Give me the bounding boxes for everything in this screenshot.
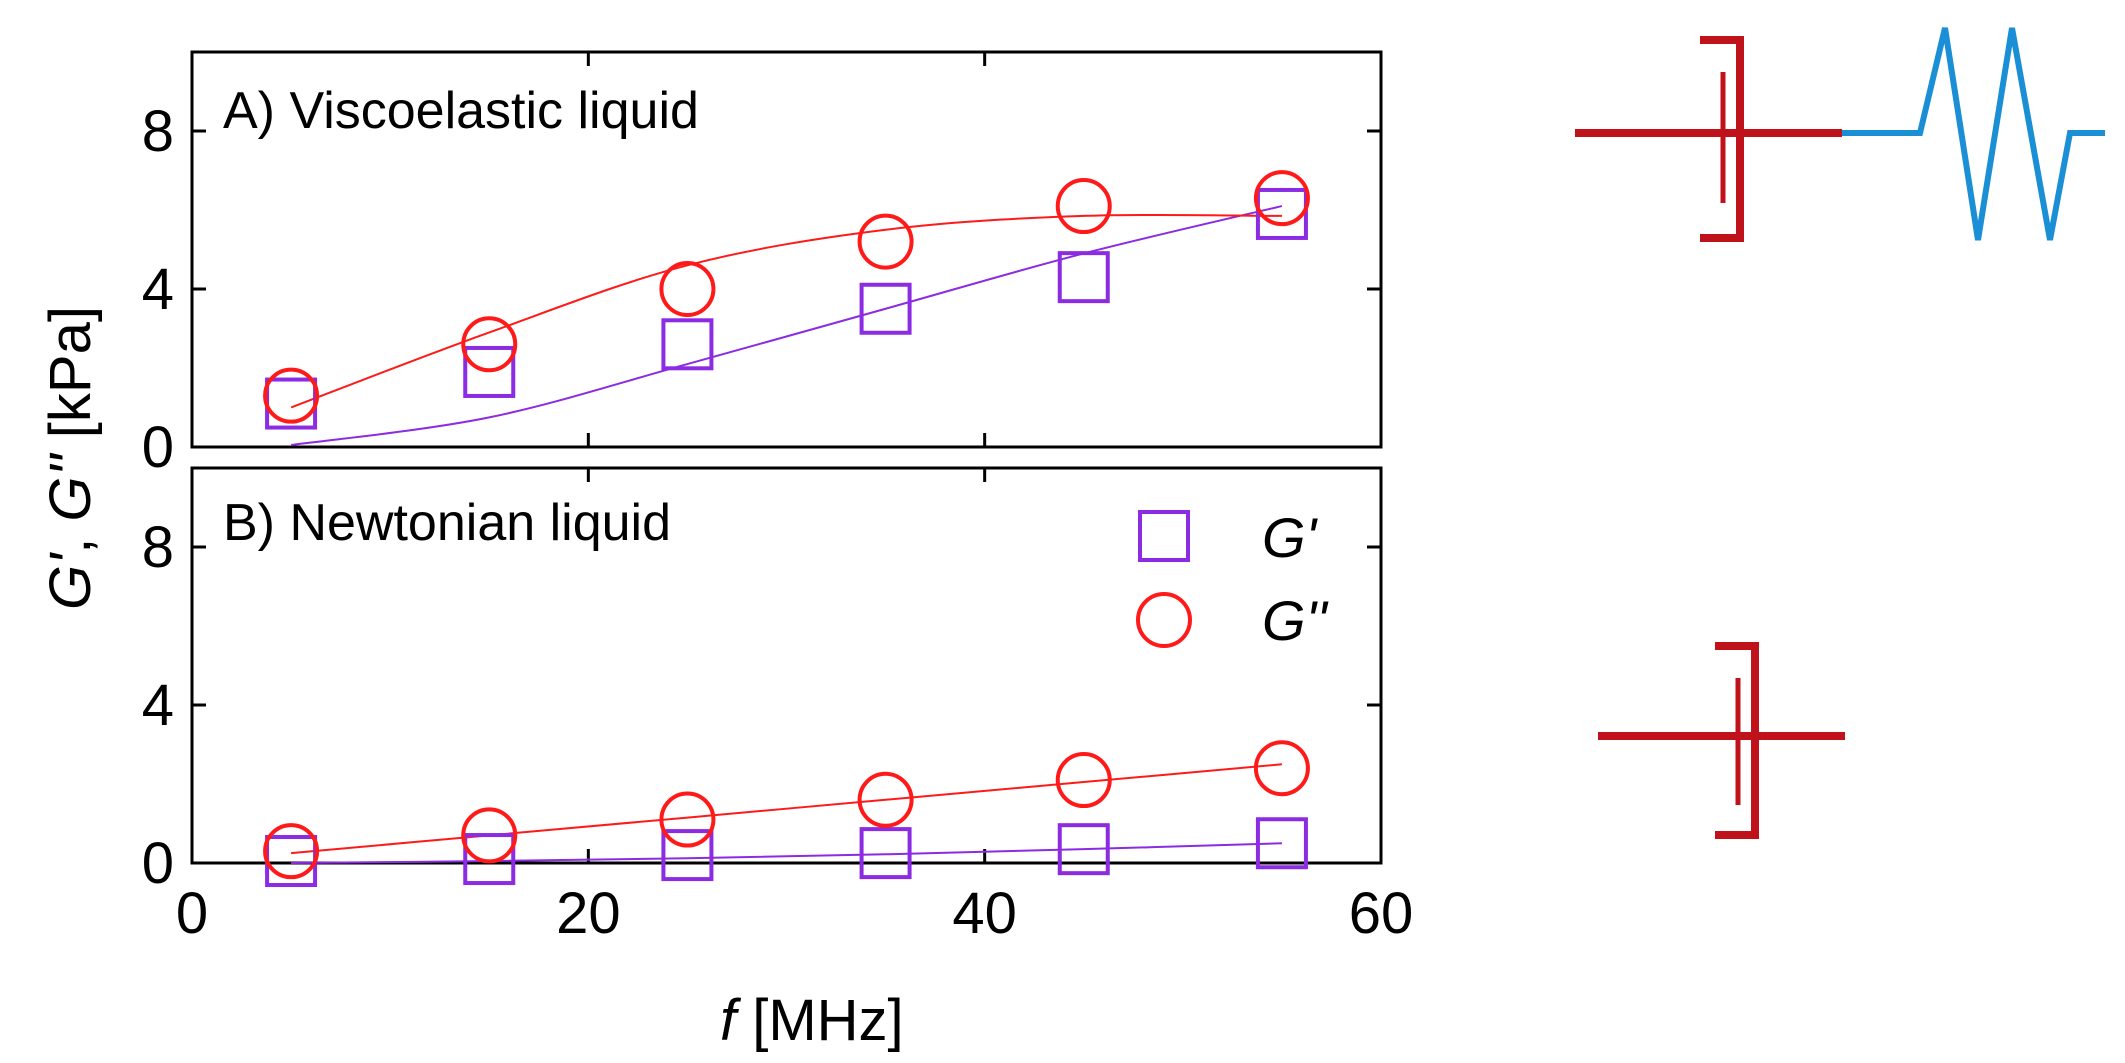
panel-a: 0 4 8 A) Viscoelastic liquid xyxy=(142,50,1383,480)
data-point-g-prime xyxy=(1057,823,1110,876)
data-point-g-double-prime xyxy=(1253,740,1310,797)
dashpot-icon xyxy=(1598,642,1845,839)
panel-b-fit-curve-g-prime xyxy=(291,842,1282,864)
data-point-g-prime xyxy=(463,345,516,398)
data-point-g-prime xyxy=(1255,817,1308,870)
x-tick-label: 60 xyxy=(1349,881,1414,946)
panel-b-frame xyxy=(190,466,1383,865)
legend-marker-g-prime xyxy=(1138,510,1190,562)
legend-label-g-double-prime: G'' xyxy=(1262,589,1329,652)
y-tick-label: 0 xyxy=(142,415,174,480)
data-point-g-double-prime xyxy=(659,791,716,848)
panel-a-fit-curve-g-prime xyxy=(290,205,1283,447)
panel-a-fit-curves xyxy=(290,205,1283,447)
dashpot-cylinder xyxy=(1700,36,1744,242)
y-tick-label: 4 xyxy=(142,257,174,322)
data-point-g-double-prime xyxy=(461,807,518,864)
data-point-g-prime xyxy=(463,833,516,886)
newtonian-model-diagram xyxy=(1598,642,1845,839)
data-point-g-prime xyxy=(1255,187,1308,240)
data-point-g-prime xyxy=(661,318,714,371)
panel-b: 0 4 8 0 20 40 60 B) Newtonian liquid xyxy=(142,466,1413,946)
dashpot-icon xyxy=(1575,36,1842,242)
y-tick-label: 8 xyxy=(142,515,174,580)
panel-b-fit-curve-g-double-prime xyxy=(290,763,1283,855)
x-axis-title-unit: [MHz] xyxy=(736,988,904,1053)
panel-b-ticks xyxy=(190,468,1383,865)
panel-a-label: A) Viscoelastic liquid xyxy=(223,82,699,140)
panel-a-fit-curve-g-double-prime xyxy=(290,213,1282,409)
data-point-g-prime xyxy=(661,829,714,882)
y-tick-label: 4 xyxy=(142,673,174,738)
panel-a-points xyxy=(263,170,1310,430)
panel-a-frame xyxy=(190,50,1383,449)
data-point-g-double-prime xyxy=(659,261,716,317)
panel-b-fit-curves xyxy=(290,763,1283,864)
data-point-g-double-prime xyxy=(263,823,320,880)
data-point-g-double-prime xyxy=(1055,178,1112,235)
x-axis-title: f [MHz] xyxy=(720,988,904,1053)
y-axis-title: G', G'' [kPa] xyxy=(38,306,103,610)
maxwell-model-diagram xyxy=(1575,27,2105,242)
data-point-g-double-prime xyxy=(1055,752,1112,809)
x-tick-label: 40 xyxy=(952,881,1017,946)
data-point-g-double-prime xyxy=(1253,170,1310,227)
dashpot-cylinder xyxy=(1715,642,1759,839)
data-point-g-double-prime xyxy=(263,367,320,424)
legend: G' G'' xyxy=(1136,506,1329,652)
panel-b-label: B) Newtonian liquid xyxy=(223,494,671,552)
y-tick-label: 0 xyxy=(142,831,174,896)
panel-b-points xyxy=(263,740,1310,888)
data-point-g-prime xyxy=(859,282,912,335)
data-point-g-double-prime xyxy=(857,771,914,828)
spring-icon xyxy=(1842,27,2105,241)
panel-a-ticks xyxy=(190,52,1383,449)
y-axis-title-g-prime: G' xyxy=(38,552,103,610)
panel-b-x-tick-labels: 0 20 40 60 xyxy=(176,881,1413,946)
data-point-g-double-prime xyxy=(461,316,518,373)
y-axis-title-g-double-prime: G'' xyxy=(38,452,103,521)
legend-marker-g-double-prime xyxy=(1136,592,1192,648)
y-tick-label: 8 xyxy=(142,99,174,164)
panel-b-y-tick-labels: 0 4 8 xyxy=(142,515,174,896)
y-axis-title-unit: [kPa] xyxy=(38,306,103,454)
x-tick-label: 0 xyxy=(176,881,208,946)
data-point-g-double-prime xyxy=(857,213,914,270)
y-axis-title-separator: , xyxy=(38,522,103,554)
data-point-g-prime xyxy=(1057,251,1110,304)
x-tick-label: 20 xyxy=(556,881,621,946)
legend-label-g-prime: G' xyxy=(1262,506,1319,569)
data-point-g-prime xyxy=(859,827,912,880)
panel-a-y-tick-labels: 0 4 8 xyxy=(142,99,174,480)
